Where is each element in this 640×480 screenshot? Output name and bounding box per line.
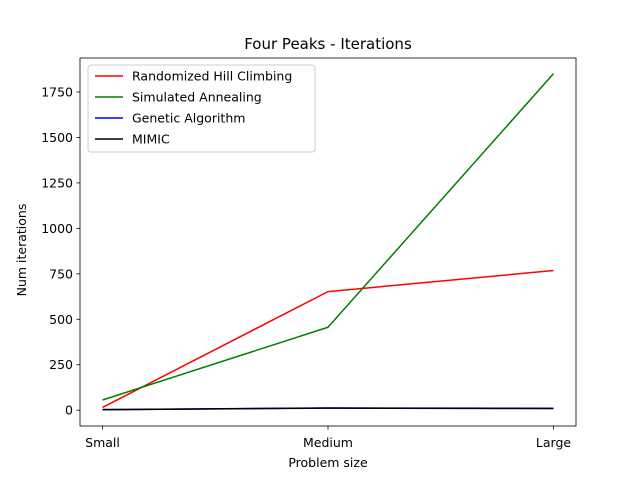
legend-label: Genetic Algorithm [132,111,245,126]
legend-label: Randomized Hill Climbing [132,69,292,84]
y-tick-label: 250 [49,357,73,372]
y-axis-label: Num iterations [14,204,29,297]
axes-frame [79,57,577,427]
legend-label: MIMIC [132,132,170,147]
x-tick-label: Medium [303,435,353,450]
x-tick-label: Small [85,435,120,450]
legend-label: Simulated Annealing [132,90,262,105]
y-tick-label: 1250 [41,175,73,190]
y-tick-label: 500 [49,312,73,327]
legend: Randomized Hill Climbing Simulated Anneal… [87,64,316,153]
x-tick-label: Large [536,435,571,450]
series-line-simulated-annealing [102,73,555,401]
y-tick-label: 0 [65,403,73,418]
y-tick-label: 1000 [41,221,73,236]
series-line-mimic [102,407,554,411]
x-axis-label: Problem size [288,455,368,470]
legend-box [87,64,316,153]
plot-area: 0 250 500 750 1000 1250 1500 1750 Small Medium Lar… [41,57,577,450]
y-tick-label: 1500 [41,130,73,145]
y-tick-label: 1750 [41,85,73,100]
y-tick-label: 750 [49,266,73,281]
chart-title: Four Peaks - Iterations [244,35,412,53]
series-line-randomized-hill-climbing [102,269,554,409]
